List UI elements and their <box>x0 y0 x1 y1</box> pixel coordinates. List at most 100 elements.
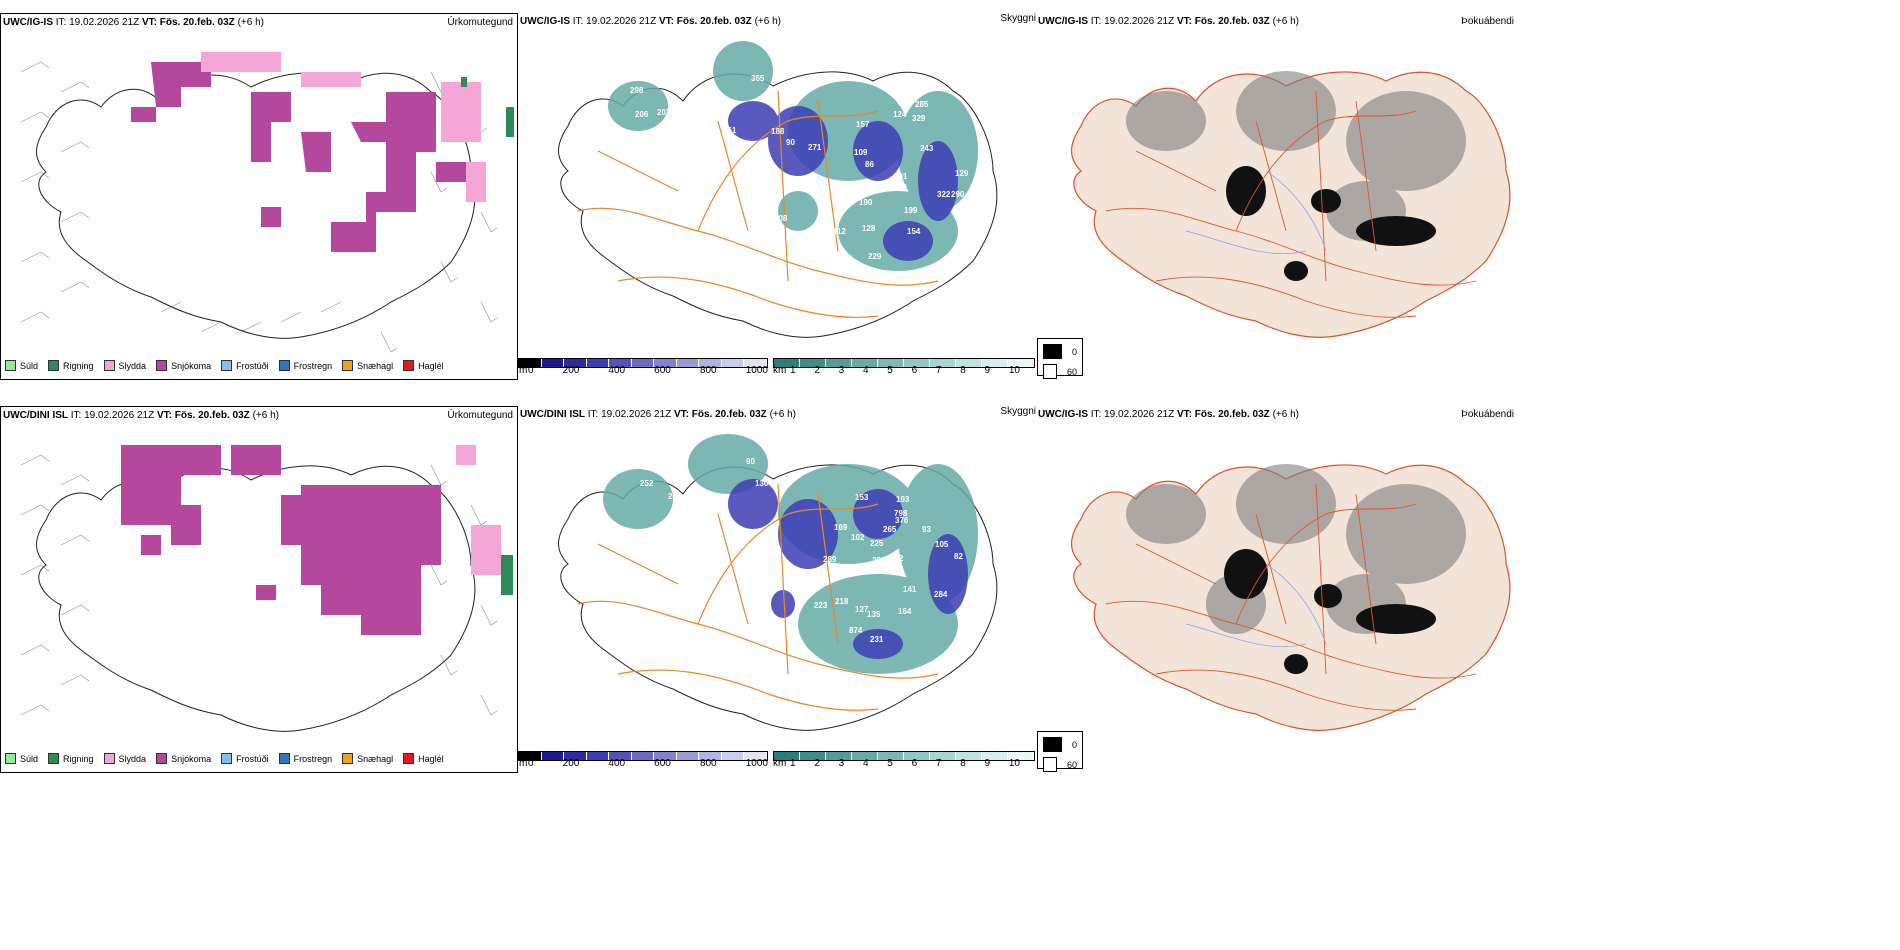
legend-item: Frostúði <box>221 360 269 371</box>
svg-text:127: 127 <box>855 605 869 614</box>
svg-text:225: 225 <box>870 539 884 548</box>
svg-text:190: 190 <box>859 198 873 207</box>
svg-text:90: 90 <box>786 138 795 147</box>
svg-text:223: 223 <box>814 601 828 610</box>
svg-text:157: 157 <box>856 120 870 129</box>
svg-text:124: 124 <box>893 110 907 119</box>
svg-text:402: 402 <box>890 554 904 563</box>
svg-text:112: 112 <box>833 227 846 236</box>
precip-panel-row1: UWC/IG-IS IT: 19.02.2026 21Z VT: Fös. 20… <box>0 13 518 380</box>
svg-text:199: 199 <box>904 206 918 215</box>
svg-text:290: 290 <box>951 190 965 199</box>
svg-text:206: 206 <box>635 110 649 119</box>
legend-item: Snæhagl <box>342 360 393 371</box>
svg-text:124: 124 <box>663 529 677 538</box>
svg-text:153: 153 <box>855 493 869 502</box>
svg-text:102: 102 <box>851 533 865 542</box>
visibility-km-colorbar <box>773 358 1035 368</box>
fog-map <box>1071 464 1511 731</box>
legend-item: Snjókoma <box>156 360 211 371</box>
svg-text:128: 128 <box>862 224 876 233</box>
svg-text:376: 376 <box>895 516 909 525</box>
legend-item: Slydda <box>103 753 146 764</box>
panel-title: UWC/DINI ISL IT: 19.02.2026 21Z VT: Fös.… <box>3 410 279 421</box>
svg-text:322: 322 <box>937 190 951 199</box>
visibility-m-colorbar <box>518 751 768 761</box>
km-unit: km <box>773 758 787 769</box>
m-ticks: 0 200 400 600 800 1000 <box>528 758 768 769</box>
legend-item: Rigning <box>48 360 94 371</box>
panel-title: UWC/IG-IS IT: 19.02.2026 21Z VT: Fös. 20… <box>520 16 781 27</box>
svg-text:298: 298 <box>630 86 644 95</box>
panel-name: Þokuábendi <box>1461 409 1514 420</box>
svg-text:82: 82 <box>954 552 963 561</box>
svg-text:154: 154 <box>907 227 921 236</box>
svg-text:207: 207 <box>657 108 671 117</box>
svg-text:141: 141 <box>856 563 870 572</box>
svg-text:135: 135 <box>867 610 881 619</box>
legend-item: Haglél <box>403 753 444 764</box>
svg-text:229: 229 <box>868 252 882 261</box>
visibility-map: 298 206 207 365 161 188 90 271 109 86 10… <box>558 41 998 338</box>
precip-legend: Súld Rigning Slydda Snjókoma Frostúði Fr… <box>5 360 444 371</box>
precip-panel-row2: UWC/DINI ISL IT: 19.02.2026 21Z VT: Fös.… <box>0 406 518 773</box>
svg-text:130: 130 <box>755 479 769 488</box>
visibility-panel-row1: UWC/IG-IS IT: 19.02.2026 21Z VT: Fös. 20… <box>518 13 1036 380</box>
legend-item: Frostúði <box>221 753 269 764</box>
svg-text:329: 329 <box>912 114 926 123</box>
svg-text:798: 798 <box>894 509 908 518</box>
svg-text:108: 108 <box>774 214 788 223</box>
panel-title: UWC/IG-IS IT: 19.02.2026 21Z VT: Fös. 20… <box>3 17 264 28</box>
svg-text:93: 93 <box>922 525 931 534</box>
visibility-km-colorbar <box>773 751 1035 761</box>
svg-text:281: 281 <box>668 492 682 501</box>
svg-text:243: 243 <box>920 144 934 153</box>
legend-item: Frostregn <box>278 360 332 371</box>
svg-text:101: 101 <box>894 172 908 181</box>
legend-item: Frostregn <box>278 753 332 764</box>
svg-text:271: 271 <box>808 143 822 152</box>
fog-panel-row1: UWC/IG-IS IT: 19.02.2026 21Z VT: Fös. 20… <box>1036 13 1550 380</box>
precip-map <box>20 445 513 732</box>
svg-text:188: 188 <box>771 127 785 136</box>
legend-item: Snæhagl <box>342 753 393 764</box>
svg-text:129: 129 <box>955 169 969 178</box>
legend-item: Rigning <box>48 753 94 764</box>
panel-title: UWC/DINI ISL IT: 19.02.2026 21Z VT: Fös.… <box>520 409 796 420</box>
m-unit: m <box>519 365 528 376</box>
fog-panel-row2: UWC/IG-IS IT: 19.02.2026 21Z VT: Fös. 20… <box>1036 406 1550 773</box>
legend-item: Slydda <box>103 360 146 371</box>
precip-map <box>20 52 514 353</box>
svg-text:365: 365 <box>751 74 765 83</box>
panel-name: Skyggni <box>1000 406 1036 417</box>
svg-text:169: 169 <box>834 523 848 532</box>
m-ticks: 0 200 400 600 800 1000 <box>528 365 768 376</box>
panel-name: Skyggni <box>1000 13 1036 24</box>
panel-title: UWC/IG-IS IT: 19.02.2026 21Z VT: Fös. 20… <box>1038 16 1299 27</box>
km-ticks: 1 2 3 4 5 6 7 8 9 10 <box>790 758 1020 769</box>
visibility-m-colorbar <box>518 358 768 368</box>
visibility-map: 252 281 124 90 130 102 169 289 141 225 2… <box>558 434 998 731</box>
km-unit: km <box>773 365 787 376</box>
svg-text:218: 218 <box>835 597 849 606</box>
legend-item: Haglél <box>403 360 444 371</box>
svg-text:265: 265 <box>883 525 897 534</box>
panel-name: Þokuábendi <box>1461 16 1514 27</box>
svg-text:289: 289 <box>823 555 837 564</box>
fog-key-row2: 0 60 <box>1037 731 1083 772</box>
panel-name: Úrkomutegund <box>447 17 513 28</box>
svg-text:90: 90 <box>746 457 755 466</box>
svg-text:92: 92 <box>898 183 907 192</box>
svg-text:139: 139 <box>834 186 848 195</box>
visibility-panel-row2: UWC/DINI ISL IT: 19.02.2026 21Z VT: Fös.… <box>518 406 1036 773</box>
svg-text:164: 164 <box>898 607 912 616</box>
legend-item: Súld <box>5 753 38 764</box>
svg-text:291: 291 <box>872 556 886 565</box>
svg-text:231: 231 <box>870 635 884 644</box>
svg-text:105: 105 <box>935 540 949 549</box>
svg-text:50: 50 <box>817 218 826 227</box>
svg-text:141: 141 <box>903 585 917 594</box>
precip-legend: Súld Rigning Slydda Snjókoma Frostúði Fr… <box>5 753 444 764</box>
svg-text:193: 193 <box>896 495 910 504</box>
km-ticks: 1 2 3 4 5 6 7 8 9 10 <box>790 365 1020 376</box>
